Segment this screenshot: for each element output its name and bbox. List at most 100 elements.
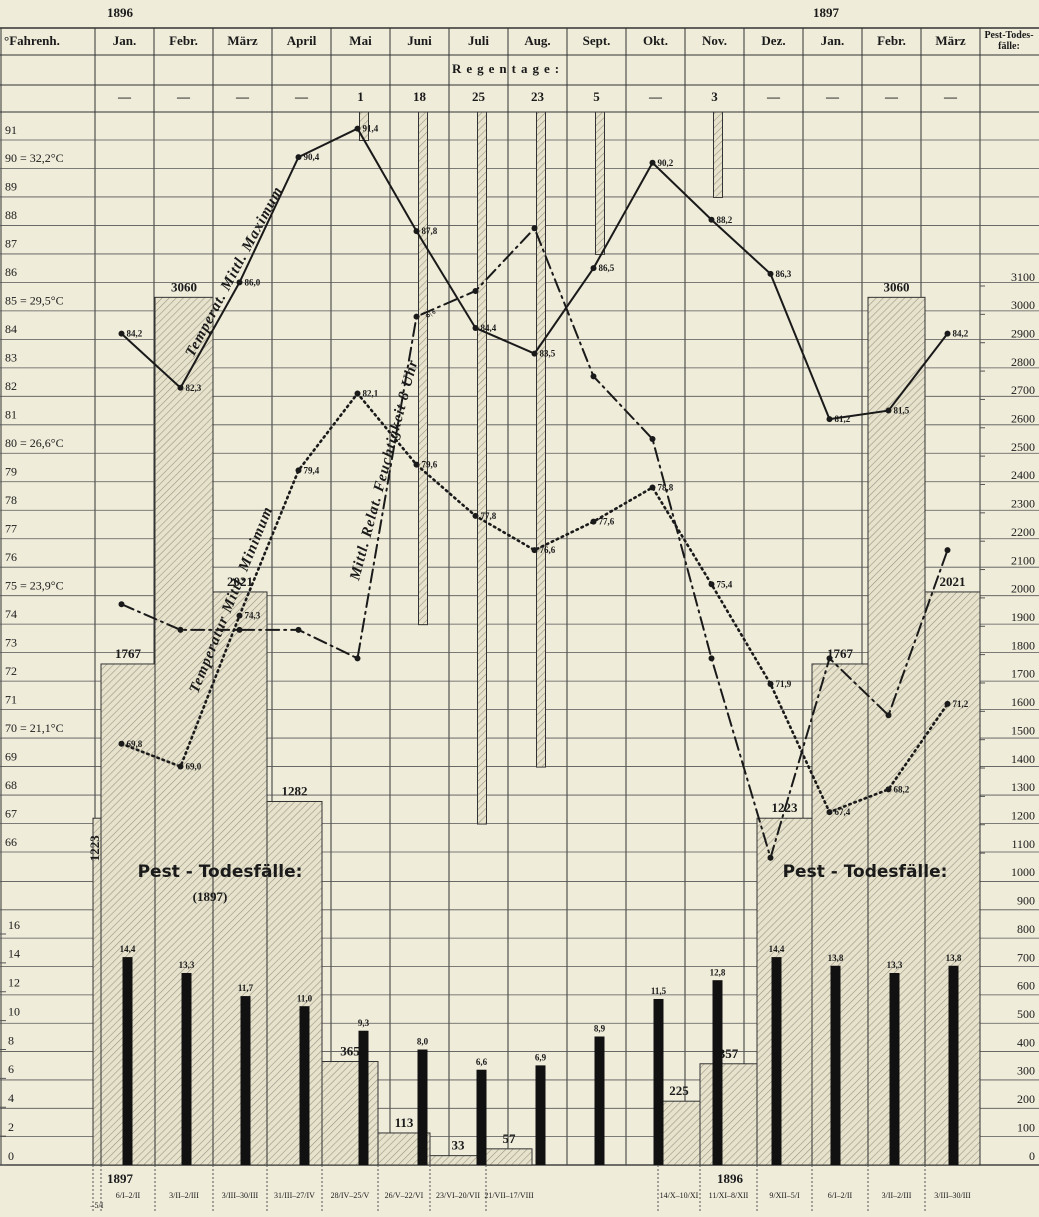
y-tick-label: 69: [5, 749, 17, 763]
point: [354, 390, 361, 397]
point-label: 86,0: [245, 277, 261, 287]
bar-label: 13,3: [179, 960, 195, 970]
y2-tick-label: 300: [1017, 1064, 1035, 1078]
y-tick-label: 70 = 21,1°C: [5, 721, 64, 735]
y2-tick-label: 2500: [1011, 440, 1035, 454]
death-bar: [485, 1148, 533, 1166]
bar: [122, 957, 133, 1165]
rain-label: —: [235, 89, 250, 104]
line: [120, 127, 949, 421]
point: [590, 265, 597, 272]
bar: [299, 1006, 310, 1165]
death-label: 357: [719, 1046, 739, 1061]
month-label: Mai: [349, 33, 372, 48]
point: [826, 655, 833, 662]
bar: [181, 972, 192, 1165]
bar-label: 14,4: [120, 944, 136, 954]
bar-label: 6,6: [476, 1057, 488, 1067]
point-label: 90,2: [658, 158, 674, 168]
point-label: 81,2: [835, 414, 851, 424]
line: [120, 391, 949, 814]
y2-tick-label: 1300: [1011, 780, 1035, 794]
point: [649, 484, 656, 491]
death-bar: [321, 1061, 379, 1166]
month-label: März: [227, 33, 258, 48]
y2-tick-label: 1700: [1011, 667, 1035, 681]
bar: [594, 1036, 605, 1165]
bar-label: 11,7: [238, 983, 254, 993]
point-label: 87,8: [422, 226, 438, 236]
bar: [358, 1030, 369, 1165]
bar-label: 8,9: [594, 1024, 606, 1034]
rain-label: —: [294, 89, 309, 104]
y3-tick-label: 12: [8, 976, 20, 990]
month-label: Febr.: [877, 33, 906, 48]
month-label: Juni: [407, 33, 432, 48]
point: [944, 330, 951, 337]
month-label: Dez.: [761, 33, 785, 48]
bar-label: 13,8: [946, 953, 962, 963]
y2-tick-label: 2300: [1011, 497, 1035, 511]
period-label: 14/X–10/XI: [660, 1191, 699, 1200]
death-label: 365: [340, 1043, 360, 1058]
death-label: 2021: [940, 574, 966, 589]
deaths-note: (1897): [193, 889, 228, 904]
month-label: Sept.: [583, 33, 611, 48]
rain-label: —: [176, 89, 191, 104]
period-label: 6/I–2/II: [828, 1191, 853, 1200]
death-label: 57: [503, 1131, 517, 1146]
y2-tick-label: 1200: [1011, 808, 1035, 822]
death-bar: [657, 1100, 701, 1166]
point-label: 71,2: [953, 699, 969, 709]
unit-annotation: ⁰⁄₀: [424, 309, 436, 319]
y-tick-label: 79: [5, 465, 17, 479]
bar-label: 12,8: [710, 967, 726, 977]
point: [413, 313, 420, 320]
point: [413, 461, 420, 468]
rain-label: —: [117, 89, 132, 104]
bar-label: 8,0: [417, 1037, 429, 1047]
y-tick-label: 66: [5, 835, 17, 849]
rain-label: 1: [357, 89, 364, 104]
point: [708, 581, 715, 588]
death-bar: [212, 591, 268, 1166]
y2-tick-label: 2700: [1011, 383, 1035, 397]
rain-label: 3: [711, 89, 718, 104]
y3-tick-label: 8: [8, 1033, 14, 1047]
point: [295, 467, 302, 474]
bar: [712, 980, 723, 1165]
point-label: 91,4: [363, 124, 379, 134]
bar-label: 11,5: [651, 986, 667, 996]
point-label: 79,4: [304, 465, 320, 475]
death-label: 3060: [171, 279, 197, 294]
month-label: März: [935, 33, 966, 48]
rain-label: 23: [531, 89, 545, 104]
rain-label: 5: [593, 89, 600, 104]
rain-label: —: [884, 89, 899, 104]
point: [531, 225, 538, 232]
y2-tick-label: 0: [1029, 1149, 1035, 1163]
rain-bar: [536, 111, 546, 768]
bar: [771, 957, 782, 1165]
point-label: 86,3: [776, 269, 792, 279]
y2-tick-label: 2800: [1011, 355, 1035, 369]
y2-tick-label: 1100: [1011, 837, 1035, 851]
y-tick-label: 87: [5, 237, 17, 251]
y2-tick-label: 2200: [1011, 525, 1035, 539]
period-label: 26/V–22/VI: [385, 1191, 424, 1200]
point: [590, 373, 597, 380]
year-label: 1897: [107, 1171, 134, 1186]
point: [767, 270, 774, 277]
rain-label: 18: [413, 89, 427, 104]
point: [177, 626, 184, 633]
bar: [948, 965, 959, 1165]
point: [767, 680, 774, 687]
point-label: 90,4: [304, 152, 320, 162]
bar-label: 9,3: [358, 1018, 370, 1028]
period-label: –5/I: [90, 1201, 104, 1210]
point-label: 81,5: [894, 406, 910, 416]
point: [708, 655, 715, 662]
deaths-header: Pest-Todes-fälle:: [984, 30, 1034, 52]
death-label: 1767: [827, 646, 854, 661]
